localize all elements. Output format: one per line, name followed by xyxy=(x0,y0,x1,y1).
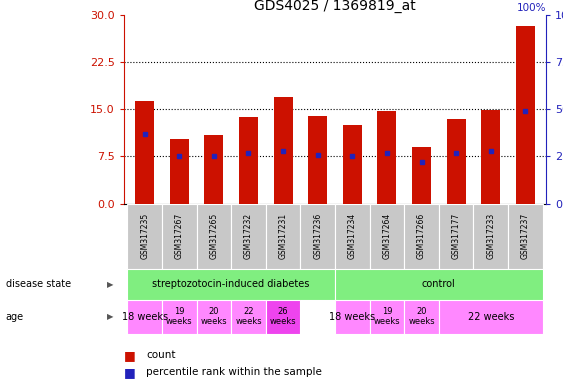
Bar xyxy=(508,204,543,269)
Bar xyxy=(127,300,162,334)
Text: GSM317232: GSM317232 xyxy=(244,213,253,259)
Text: GSM317231: GSM317231 xyxy=(279,213,288,259)
Text: 100%: 100% xyxy=(517,3,546,13)
Bar xyxy=(266,300,301,334)
Bar xyxy=(308,116,327,204)
Bar xyxy=(266,204,301,269)
Bar xyxy=(412,147,431,204)
Bar xyxy=(231,204,266,269)
Bar xyxy=(196,204,231,269)
Bar xyxy=(335,300,369,334)
Text: GSM317264: GSM317264 xyxy=(382,213,391,259)
Bar xyxy=(204,134,224,204)
Text: 22
weeks: 22 weeks xyxy=(235,307,262,326)
Bar xyxy=(439,204,473,269)
Bar xyxy=(369,300,404,334)
Text: GSM317266: GSM317266 xyxy=(417,213,426,259)
Text: age: age xyxy=(6,312,24,322)
Bar xyxy=(239,117,258,204)
Text: 20
weeks: 20 weeks xyxy=(408,307,435,326)
Text: disease state: disease state xyxy=(6,279,71,289)
Bar xyxy=(439,300,543,334)
Bar xyxy=(127,269,335,300)
Text: 18 weeks: 18 weeks xyxy=(122,312,168,322)
Bar xyxy=(301,204,335,269)
Text: ▶: ▶ xyxy=(106,312,113,321)
Bar xyxy=(162,300,196,334)
Text: GSM317237: GSM317237 xyxy=(521,213,530,259)
Bar xyxy=(135,101,154,204)
Bar xyxy=(377,111,396,204)
Text: streptozotocin-induced diabetes: streptozotocin-induced diabetes xyxy=(153,279,310,289)
Text: GSM317235: GSM317235 xyxy=(140,213,149,259)
Bar xyxy=(335,204,369,269)
Text: control: control xyxy=(422,279,455,289)
Bar xyxy=(127,204,162,269)
Text: ■: ■ xyxy=(124,349,136,362)
Text: GSM317267: GSM317267 xyxy=(175,213,184,259)
Bar xyxy=(369,204,404,269)
Text: GSM317177: GSM317177 xyxy=(452,213,461,259)
Bar xyxy=(404,300,439,334)
Text: 26
weeks: 26 weeks xyxy=(270,307,296,326)
Bar xyxy=(162,204,196,269)
Text: GSM317265: GSM317265 xyxy=(209,213,218,259)
Text: count: count xyxy=(146,350,176,360)
Bar xyxy=(343,125,362,204)
Text: 19
weeks: 19 weeks xyxy=(166,307,193,326)
Bar xyxy=(404,204,439,269)
Bar xyxy=(196,300,231,334)
Text: GSM317234: GSM317234 xyxy=(348,213,357,259)
Bar xyxy=(274,97,293,204)
Bar xyxy=(169,139,189,204)
Text: ▶: ▶ xyxy=(106,280,113,289)
Text: 20
weeks: 20 weeks xyxy=(200,307,227,326)
Bar xyxy=(473,204,508,269)
Text: GSM317236: GSM317236 xyxy=(313,213,322,259)
Bar xyxy=(481,110,501,204)
Text: GSM317233: GSM317233 xyxy=(486,213,495,259)
Bar xyxy=(335,269,543,300)
Bar xyxy=(516,26,535,204)
Bar xyxy=(231,300,266,334)
Text: 18 weeks: 18 weeks xyxy=(329,312,376,322)
Text: 19
weeks: 19 weeks xyxy=(374,307,400,326)
Title: GDS4025 / 1369819_at: GDS4025 / 1369819_at xyxy=(254,0,416,13)
Text: 22 weeks: 22 weeks xyxy=(467,312,514,322)
Text: ■: ■ xyxy=(124,366,136,379)
Text: percentile rank within the sample: percentile rank within the sample xyxy=(146,367,322,377)
Bar xyxy=(446,119,466,204)
